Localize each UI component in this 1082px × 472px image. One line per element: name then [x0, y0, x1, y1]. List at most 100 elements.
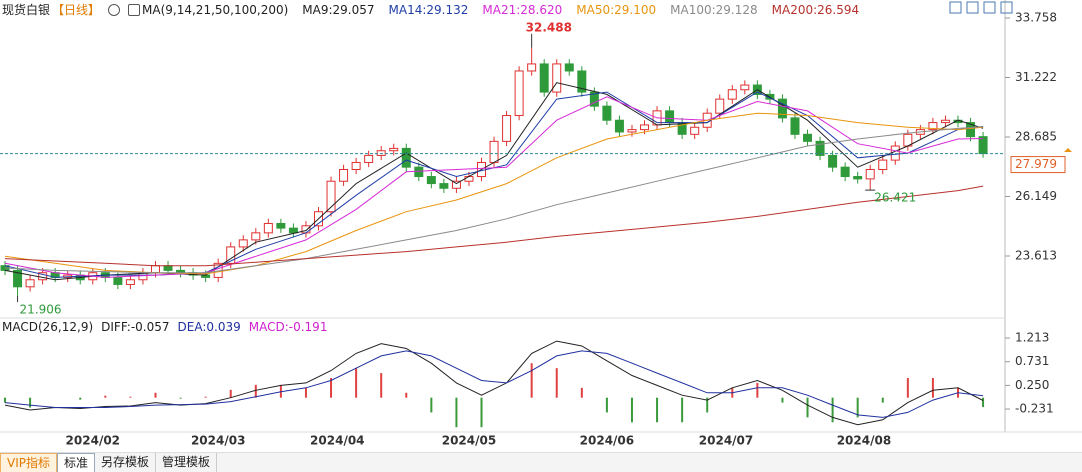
checkbox-icon[interactable]: [128, 3, 141, 16]
candle-body: [589, 91, 599, 107]
candle-body: [878, 159, 888, 171]
legend-entry: MA200:26.594: [771, 2, 860, 17]
candle-body: [815, 140, 825, 156]
candle-body: [940, 119, 950, 124]
candle-body: [527, 63, 537, 72]
candle-body: [464, 176, 474, 182]
legend-entry: MA50:29.100: [576, 2, 657, 17]
candle-body: [238, 239, 248, 248]
candle-body: [401, 147, 411, 168]
icon[interactable]: [983, 1, 996, 14]
last-price-label: 27.979: [1015, 157, 1057, 171]
y-tick-label: 31.222: [1015, 70, 1057, 84]
icon[interactable]: [1000, 1, 1013, 14]
candle-body: [451, 180, 461, 189]
toolbar-tab[interactable]: 管理模板: [156, 453, 218, 472]
toolbar-tab[interactable]: 另存模板: [95, 453, 157, 472]
candle-body: [828, 154, 838, 168]
macd-legend: MACD(26,12,9) DIFF:-0.057 DEA:0.039 MACD:-…: [2, 320, 327, 334]
candle-body: [790, 117, 800, 135]
candle-body: [928, 122, 938, 131]
settings-icon[interactable]: [108, 3, 121, 16]
y-tick-label: 28.685: [1015, 130, 1057, 144]
candle-body: [840, 166, 850, 178]
candle-body: [865, 169, 875, 180]
candle-body: [226, 246, 236, 264]
legend-entry: MA100:29.128: [670, 2, 758, 17]
candle-body: [777, 98, 787, 119]
y-tick-label: 0.731: [1015, 354, 1049, 368]
candle-body: [539, 63, 549, 93]
macd-line: [4, 340, 984, 426]
candle-body: [803, 133, 813, 142]
candle-body: [13, 269, 23, 288]
candle-body: [276, 222, 286, 229]
candle-body: [577, 70, 587, 93]
price-arrow: [1064, 148, 1072, 152]
y-tick-label: 23.613: [1015, 248, 1057, 262]
toolbar-tab[interactable]: 标准: [57, 453, 96, 472]
low-label: 21.906: [20, 303, 62, 317]
candle-body: [627, 129, 637, 133]
candle-body: [301, 225, 311, 234]
legend-entry: MA21:28.620: [482, 2, 563, 17]
legend-entry: MACD:-0.191: [248, 320, 328, 334]
y-tick-label: 26.149: [1015, 189, 1057, 203]
ma-line: [4, 185, 984, 267]
candle-body: [339, 169, 349, 182]
candle-body: [150, 265, 160, 274]
candle-body: [853, 176, 863, 180]
low-label: 26.421: [874, 191, 916, 205]
candle-body: [640, 124, 650, 131]
x-tick-label: 2024/04: [310, 434, 364, 448]
candle-body: [602, 105, 612, 121]
candle-body: [125, 279, 135, 285]
legend-entry: MA14:29.132: [388, 2, 469, 17]
candle-body: [715, 98, 725, 114]
last-price-box: [1010, 156, 1066, 174]
icon[interactable]: [966, 1, 979, 14]
x-tick-label: 2024/07: [699, 434, 753, 448]
candle-body: [389, 147, 399, 152]
toolbar-tab[interactable]: VIP指标: [0, 453, 57, 472]
legend-entry: DEA:0.039: [177, 320, 241, 334]
ma-line: [4, 96, 984, 278]
x-tick-label: 2024/05: [442, 434, 496, 448]
candle-body: [514, 70, 524, 117]
toolbar: VIP指标 标准 另存模板 管理模板: [0, 452, 1082, 472]
y-tick-label: 1.213: [1015, 330, 1049, 344]
candle-body: [263, 222, 273, 234]
legend-entry: MA9:29.057: [302, 2, 375, 17]
candle-body: [163, 265, 173, 271]
legend-entry: DIFF:-0.057: [101, 320, 170, 334]
candle-body: [351, 161, 361, 171]
candle-body: [288, 227, 298, 234]
macd-line: [4, 350, 984, 418]
icon[interactable]: [949, 1, 962, 14]
x-tick-label: 2024/08: [837, 434, 891, 448]
y-tick-label: 33.758: [1015, 10, 1057, 24]
x-tick-label: 2024/03: [191, 434, 245, 448]
chart: 33.758 31.222 28.685 26.149 23.613 32.488 21.9…: [0, 0, 1082, 448]
candle-body: [564, 63, 574, 72]
candle-body: [426, 176, 436, 185]
x-tick-label: 2024/02: [66, 434, 120, 448]
candle-body: [502, 115, 512, 142]
symbol: 现货白银: [2, 3, 51, 17]
candle-body: [552, 63, 562, 93]
candle-body: [614, 119, 624, 133]
candle-body: [364, 154, 374, 163]
period[interactable]: 【日线】: [52, 3, 101, 17]
y-tick-label: 0.250: [1015, 378, 1049, 392]
candle-body: [326, 180, 336, 213]
high-label: 32.488: [526, 20, 572, 34]
ma-line: [4, 82, 984, 281]
window-icons[interactable]: [949, 1, 1013, 14]
candle-body: [978, 136, 988, 155]
candle-body: [690, 126, 700, 135]
candle-body: [727, 89, 737, 100]
candle-body: [966, 122, 976, 138]
ma-label: MA(9,14,21,50,100,200): [142, 2, 289, 17]
main-legend: 现货白银 【日线】 MA(9,14,21,50,100,200) MA9:29.…: [2, 1, 859, 18]
